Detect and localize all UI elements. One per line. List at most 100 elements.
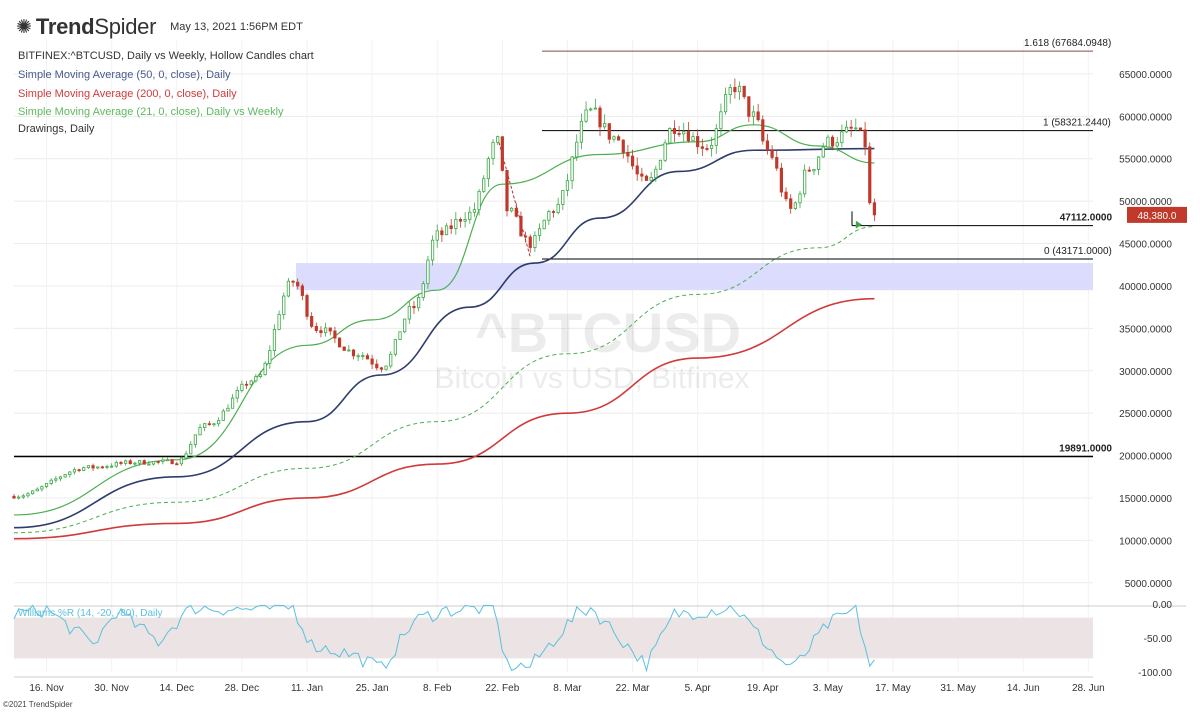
candle-body	[124, 460, 128, 464]
candle-body	[156, 461, 160, 463]
candle-body	[737, 85, 742, 93]
date-axis: 16. Nov 30. Nov 14. Dec 28. Dec 11. Jan 25. J…	[14, 676, 1105, 694]
candle-body	[189, 443, 193, 455]
candle-body	[682, 131, 686, 135]
candle-body	[128, 460, 132, 465]
sma-line	[13, 147, 875, 529]
williams-r-tick-label: -100.00	[1138, 668, 1172, 679]
candle-body	[105, 466, 109, 468]
candle-body	[268, 350, 272, 364]
candle-body	[421, 283, 425, 298]
candle-body	[784, 191, 788, 200]
brand-logo: TrendSpider	[35, 14, 157, 39]
candle-body	[277, 314, 281, 330]
candle-body	[100, 466, 104, 469]
demand-zone	[296, 263, 1093, 291]
candle-body	[658, 159, 663, 170]
copyright: ©2021 TrendSpider	[3, 700, 73, 709]
price-tick-label: 15000.0000	[1119, 494, 1172, 505]
candle-body	[324, 327, 328, 334]
candle-body	[528, 236, 532, 248]
candle-body	[337, 337, 342, 348]
candle-body	[291, 280, 295, 283]
candle-body	[240, 383, 244, 391]
williams-r-tick-label: -50.00	[1144, 634, 1173, 645]
candle-body	[305, 295, 309, 317]
price-tick-label: 35000.0000	[1119, 324, 1172, 335]
price-tick-label: 60000.0000	[1119, 112, 1172, 123]
candle-body	[31, 490, 35, 495]
candle-body	[779, 167, 783, 193]
candle-body	[696, 136, 700, 148]
candle-body	[44, 483, 49, 488]
price-tick-label: 40000.0000	[1119, 282, 1172, 293]
candle-body	[184, 453, 188, 459]
candle-body	[621, 139, 625, 153]
candle-body	[510, 207, 514, 212]
price-tick-label: 5000.0000	[1125, 579, 1173, 590]
candle-body	[496, 136, 500, 143]
candle-body	[649, 177, 653, 181]
legend-sma21[interactable]: Simple Moving Average (21, 0, close), Da…	[18, 106, 284, 118]
watermark: ^BTCUSD Bitcoin vs USD, Bitfinex	[434, 301, 749, 395]
candle-body	[733, 87, 737, 93]
candle-body	[49, 479, 53, 484]
candle-body	[514, 207, 518, 217]
candle-body	[333, 330, 337, 339]
level-label: 1.618 (67684.0948)	[1024, 38, 1111, 49]
candle-body	[710, 144, 714, 149]
candle-body	[347, 349, 351, 352]
candle-body	[412, 305, 416, 309]
candle-body	[723, 94, 728, 113]
candle-body	[830, 136, 835, 147]
candle-body	[705, 148, 709, 150]
candle-body	[77, 469, 81, 472]
date-tick-label: 22. Mar	[616, 683, 651, 694]
candle-body	[584, 109, 588, 122]
candle-body	[170, 459, 174, 465]
symbol-line[interactable]: BITFINEX:^BTCUSD, Daily vs Weekly, Hollo…	[18, 50, 314, 62]
candle-body	[472, 209, 477, 213]
candle-body	[417, 297, 421, 309]
candle-body	[82, 467, 86, 471]
candle-body	[691, 136, 695, 142]
candle-body	[179, 457, 184, 465]
candle-body	[593, 107, 597, 110]
candle-body	[161, 459, 165, 462]
candle-body	[35, 488, 39, 492]
candle-body	[812, 168, 816, 172]
legend-drawings[interactable]: Drawings, Daily	[18, 123, 95, 135]
candle-body	[147, 463, 151, 466]
candle-body	[589, 108, 593, 111]
candle-body	[26, 493, 30, 497]
candle-body	[249, 380, 253, 386]
candle-body	[444, 225, 449, 236]
candle-body	[393, 339, 397, 355]
price-tick-label: 50000.0000	[1119, 197, 1172, 208]
candle-body	[458, 219, 463, 222]
candle-body	[365, 355, 370, 360]
candle-body	[816, 156, 821, 170]
candle-body	[533, 235, 537, 248]
legend-sma200[interactable]: Simple Moving Average (200, 0, close), D…	[18, 88, 237, 100]
candle-body	[537, 228, 542, 236]
date-tick-label: 19. Apr	[747, 683, 779, 694]
legend-sma50[interactable]: Simple Moving Average (50, 0, close), Da…	[18, 69, 231, 81]
candle-body	[398, 331, 402, 340]
candle-body	[300, 285, 304, 296]
candle-body	[389, 353, 393, 367]
candle-body	[426, 259, 430, 285]
candle-body	[133, 462, 137, 465]
candle-body	[430, 239, 435, 261]
candle-body	[854, 127, 858, 130]
candle-body	[272, 328, 277, 351]
sma-line	[13, 297, 875, 540]
candle-body	[258, 374, 263, 377]
candle-body	[770, 149, 774, 158]
candle-body	[542, 219, 546, 230]
candle-body	[677, 133, 681, 135]
candle-body	[793, 202, 797, 209]
sma-line	[13, 226, 875, 534]
candle-body	[110, 465, 114, 468]
